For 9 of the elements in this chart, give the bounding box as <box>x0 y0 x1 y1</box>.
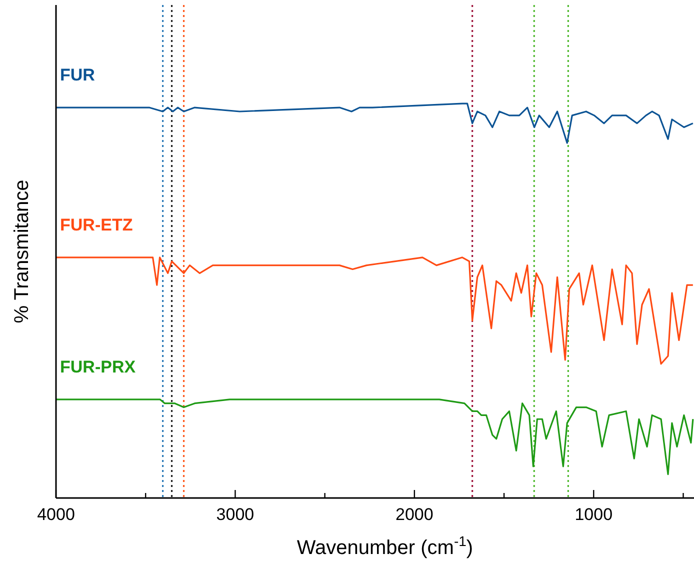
series-label: FUR-PRX <box>60 357 136 376</box>
x-tick-label: 1000 <box>574 505 613 524</box>
series-label: FUR-ETZ <box>60 215 133 234</box>
x-tick-label: 2000 <box>396 505 434 524</box>
series-label: FUR <box>60 66 95 85</box>
y-axis-title: % Transmitance <box>11 180 33 324</box>
x-axis-title: Wavenumber (cm$^{-1}$) <box>296 533 474 559</box>
x-tick-label: 4000 <box>37 505 75 524</box>
x-tick-label: 3000 <box>216 505 254 524</box>
